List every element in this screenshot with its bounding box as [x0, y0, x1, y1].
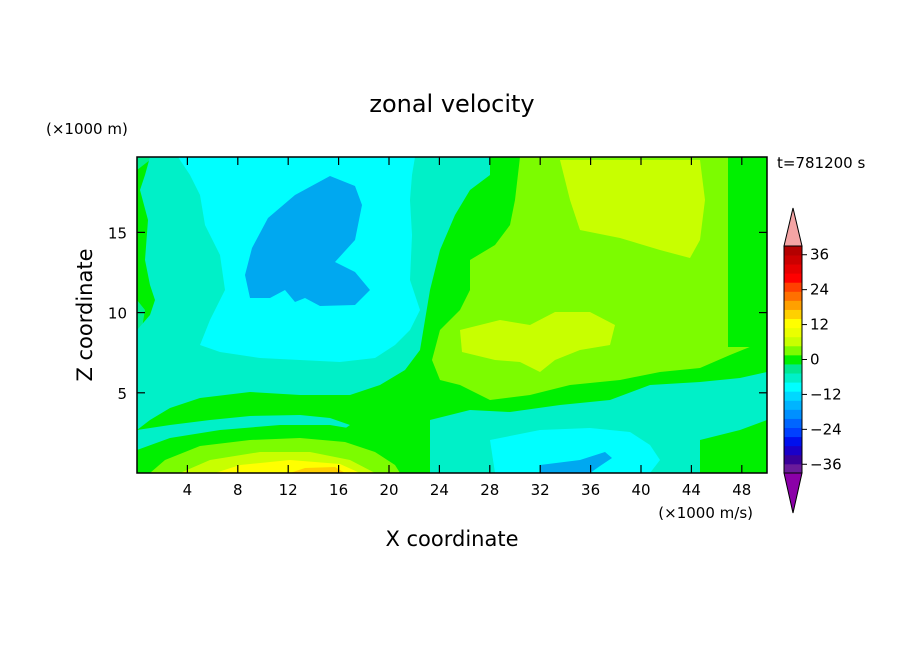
plot-frame [136, 156, 768, 474]
region-green-right-edge [728, 157, 767, 347]
region-warm-peak [290, 467, 345, 473]
colorbar: 36 24 12 0 −12 −24 −36 [783, 207, 842, 514]
colorbar-over-arrow [783, 207, 803, 247]
y-axis-label: Z coordinate [73, 248, 97, 381]
colorbar-swatch [784, 273, 802, 283]
colorbar-swatch [784, 427, 802, 438]
colorbar-swatch [784, 418, 802, 428]
colorbar-swatch [784, 291, 802, 301]
colorbar-tick-label: −36 [810, 455, 842, 473]
region-green-lower-right [700, 420, 767, 473]
y-tick-label: 10 [108, 305, 127, 323]
colorbar-swatch [784, 445, 802, 456]
colorbar-swatch [784, 354, 802, 365]
region-spring-green-left [137, 157, 160, 345]
y-tick-label: 15 [108, 224, 127, 242]
x-tick-label: 44 [682, 481, 701, 499]
colorbar-swatch [784, 300, 802, 310]
colorbar-swatch [784, 373, 802, 383]
x-tick-label: 8 [233, 481, 243, 499]
colorbar-swatch [784, 364, 802, 374]
colorbar-swatch [784, 391, 802, 401]
x-tick-label: 4 [183, 481, 193, 499]
x-tick-label: 20 [379, 481, 398, 499]
x-tick-label: 28 [480, 481, 499, 499]
colorbar-swatch [784, 336, 802, 347]
region-cyan-bottom-right [490, 428, 660, 473]
x-tick-label: 24 [430, 481, 449, 499]
colorbar-swatch [784, 309, 802, 320]
colorbar-under-arrow [783, 472, 803, 514]
x-tick-label: 48 [732, 481, 751, 499]
colorbar-tick-label: −24 [810, 420, 842, 438]
colorbar-tick-label: 0 [810, 351, 820, 369]
time-label: t=781200 s [777, 154, 865, 172]
colorbar-swatch [784, 454, 802, 465]
region-blue-bottom [540, 452, 612, 473]
colorbar-swatch [784, 264, 802, 274]
colorbar-swatch [784, 400, 802, 410]
colorbar-tick-label: −12 [810, 385, 842, 403]
colorbar-swatch [784, 327, 802, 338]
colorbar-tick-label: 24 [810, 281, 829, 299]
colorbar-swatch [784, 345, 802, 356]
contour-field [137, 157, 767, 473]
y-tick-label: 5 [117, 385, 127, 403]
colorbar-swatch [784, 409, 802, 419]
colorbar-swatch [784, 255, 802, 265]
chart-title: zonal velocity [369, 90, 534, 118]
region-yellowgreen-middle [460, 312, 615, 372]
colorbar-swatch [784, 382, 802, 392]
x-tick-label: 32 [531, 481, 550, 499]
x-tick-label: 40 [631, 481, 650, 499]
colorbar-swatch [784, 436, 802, 447]
y-unit-label: (×1000 m) [46, 120, 128, 138]
region-blue-core [245, 176, 370, 306]
colorbar-swatch [784, 318, 802, 329]
x-unit-label: (×1000 m/s) [658, 504, 753, 522]
x-tick-label: 36 [581, 481, 600, 499]
colorbar-swatch [784, 463, 802, 474]
x-tick-label: 12 [279, 481, 298, 499]
colorbar-tick-label: 12 [810, 316, 829, 334]
region-yellowgreen-upper [560, 160, 705, 258]
x-axis-label: X coordinate [385, 527, 518, 551]
colorbar-swatch [784, 246, 802, 256]
colorbar-swatch [784, 282, 802, 292]
x-tick-label: 16 [329, 481, 348, 499]
colorbar-tick-label: 36 [810, 246, 829, 264]
